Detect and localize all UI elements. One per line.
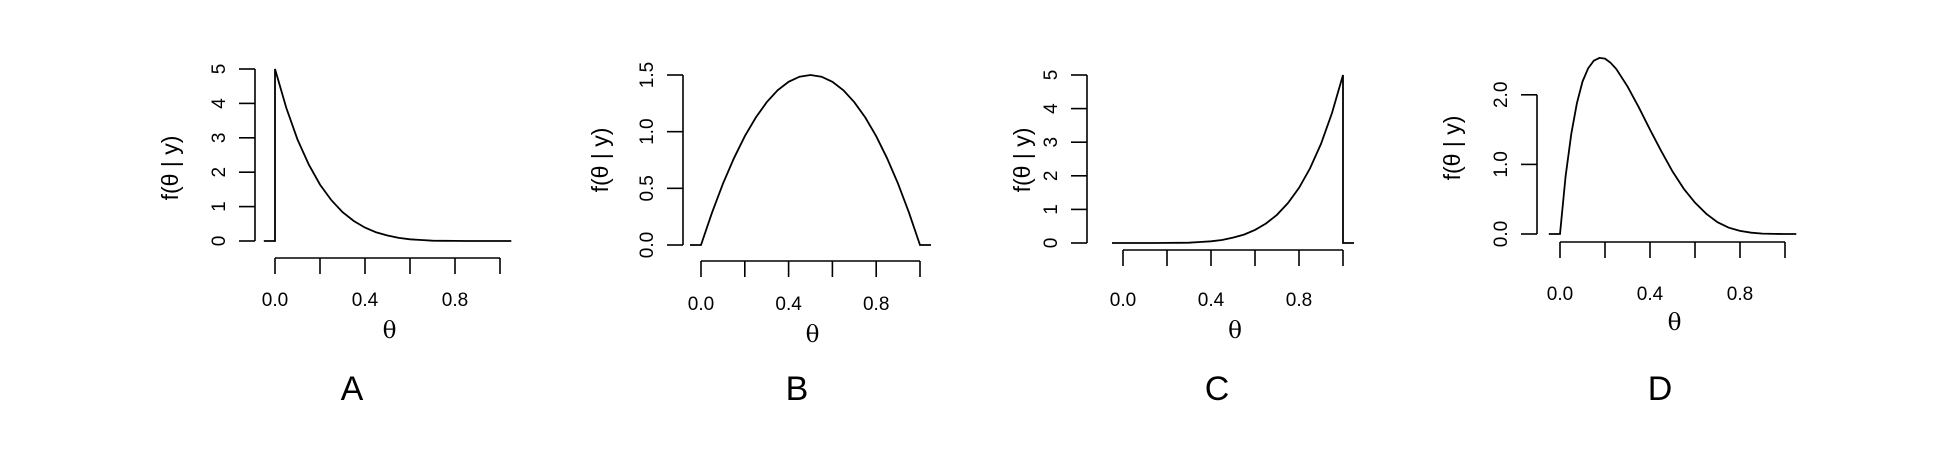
y-axis-title: f(θ | y) xyxy=(1009,128,1035,193)
panel-b: 0.0 0.4 0.8 0.0 0.5 1.0 1.5 θ f(θ | y) B xyxy=(587,62,931,408)
x-axis-title: θ xyxy=(1228,318,1242,344)
density-curve xyxy=(1112,74,1354,244)
density-curve xyxy=(690,74,931,246)
x-tick-label: 0.8 xyxy=(1286,290,1312,311)
y-tick-label: 1.0 xyxy=(1491,151,1512,177)
density-curve xyxy=(263,68,512,242)
panel-label: A xyxy=(341,370,364,408)
x-tick-label: 0.0 xyxy=(262,290,288,311)
x-tick-label: 0.4 xyxy=(1637,284,1664,305)
y-tick-label: 0.0 xyxy=(1491,221,1512,247)
x-tick-label: 0.8 xyxy=(442,290,468,311)
x-tick-label: 0.0 xyxy=(1110,290,1136,311)
x-tick-label: 0.4 xyxy=(1198,290,1225,311)
panel-d: 0.0 0.4 0.8 0.0 1.0 2.0 θ f(θ | y) D xyxy=(1439,56,1797,408)
y-tick-label: 3 xyxy=(209,133,230,144)
x-tick-label: 0.0 xyxy=(1547,284,1573,305)
y-tick-label: 1 xyxy=(1041,204,1062,215)
y-tick-label: 2.0 xyxy=(1491,82,1512,108)
x-tick-label: 0.0 xyxy=(688,294,714,315)
x-tick-label: 0.8 xyxy=(1727,284,1753,305)
panel-label: B xyxy=(786,370,809,408)
x-axis-title: θ xyxy=(806,322,820,348)
y-axis-title: f(θ | y) xyxy=(157,136,183,201)
x-axis-title: θ xyxy=(383,318,397,344)
y-tick-label: 1 xyxy=(209,201,230,212)
x-axis-title: θ xyxy=(1668,310,1682,336)
y-tick-label: 4 xyxy=(1041,103,1062,114)
y-tick-label: 1.0 xyxy=(637,118,658,144)
panel-c: 0.0 0.4 0.8 0 1 2 3 4 5 θ f(θ | y) C xyxy=(1009,70,1354,408)
y-tick-label: 4 xyxy=(209,98,230,109)
y-tick-label: 5 xyxy=(209,64,230,75)
y-tick-label: 5 xyxy=(1041,70,1062,81)
panel-label: C xyxy=(1205,370,1230,408)
y-tick-label: 0 xyxy=(1041,238,1062,249)
x-tick-label: 0.4 xyxy=(775,294,802,315)
x-tick-label: 0.4 xyxy=(352,290,379,311)
y-tick-label: 2 xyxy=(209,167,230,178)
y-tick-label: 0.5 xyxy=(637,175,658,201)
y-tick-label: 0.0 xyxy=(637,232,658,258)
panel-label: D xyxy=(1648,370,1673,408)
x-tick-label: 0.8 xyxy=(863,294,889,315)
density-curve xyxy=(1548,56,1797,235)
y-tick-label: 3 xyxy=(1041,137,1062,148)
y-tick-label: 1.5 xyxy=(637,62,658,88)
y-axis-title: f(θ | y) xyxy=(1439,116,1465,181)
y-tick-label: 0 xyxy=(209,236,230,247)
y-axis-title: f(θ | y) xyxy=(587,128,613,193)
y-tick-label: 2 xyxy=(1041,171,1062,182)
panel-a: 0.0 0.4 0.8 0 1 2 3 4 5 θ f(θ | y) A xyxy=(157,64,512,408)
